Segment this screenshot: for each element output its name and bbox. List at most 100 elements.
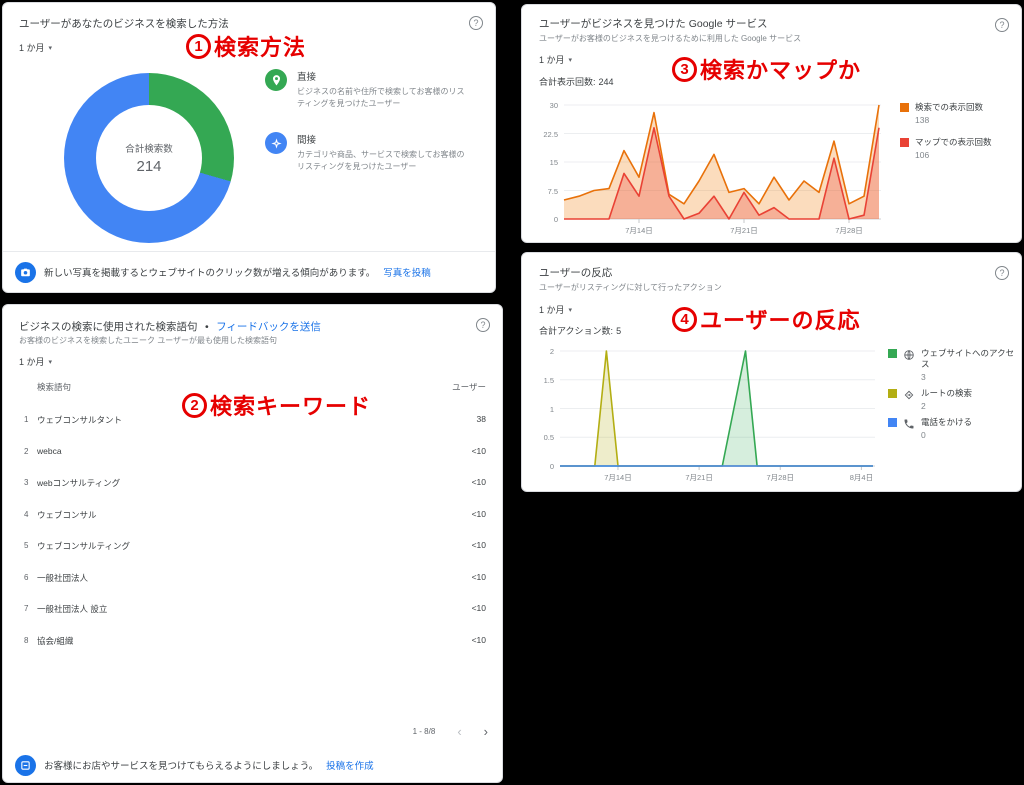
search-terms-table: 1 ウェブコンサルタント 38 2 webca <10 3 webコンサルティング <10 4 ウェ… xyxy=(3,407,502,659)
table-row: 6 一般社団法人 <10 xyxy=(3,565,502,597)
legend-label: ルートの検索 xyxy=(921,388,973,398)
x-axis-tick-label: 7月28日 xyxy=(766,473,794,482)
period-dropdown[interactable]: 1 か月 ▾ xyxy=(539,303,572,316)
row-rank: 5 xyxy=(24,541,29,550)
row-users: <10 xyxy=(471,603,486,613)
card-subtitle: ユーザーがお客様のビジネスを見つけるために利用した Google サービス xyxy=(539,34,802,43)
annotation-number: 1 xyxy=(186,33,211,59)
row-users: <10 xyxy=(471,445,486,456)
row-rank: 3 xyxy=(24,478,29,487)
help-icon[interactable]: ? xyxy=(476,318,490,332)
total-impressions: 合計表示回数: 244 xyxy=(539,77,614,87)
row-term: ウェブコンサルティング xyxy=(37,541,130,551)
legend-label: 間接 xyxy=(297,135,317,146)
column-header-term: 検索語句 xyxy=(37,382,72,392)
period-value: 1 か月 xyxy=(539,305,565,315)
legend-item-indirect: 間接 カテゴリや商品、サービスで検索してお客様のリスティングを見つけたユーザー xyxy=(265,132,469,173)
card-subtitle: ユーザーがリスティングに対して行ったアクション xyxy=(539,283,722,292)
legend-desc: カテゴリや商品、サービスで検索してお客様のリスティングを見つけたユーザー xyxy=(297,150,465,171)
row-term: 協会/組織 xyxy=(37,635,74,646)
annotation-label: 検索かマップか xyxy=(700,58,862,83)
row-users: <10 xyxy=(471,477,486,487)
y-axis-tick-label: 2 xyxy=(549,347,554,356)
y-axis-tick-label: 0 xyxy=(553,215,558,224)
help-icon[interactable]: ? xyxy=(469,16,483,30)
card-footer: お客様にお店やサービスを見つけてもらえるようにしましょう。 投稿を作成 xyxy=(3,748,502,782)
legend-label: マップでの表示回数 xyxy=(915,137,992,147)
chevron-down-icon: ▾ xyxy=(48,358,53,366)
period-value: 1 か月 xyxy=(19,357,45,367)
annotation-number: 3 xyxy=(672,56,697,82)
legend-value: 138 xyxy=(915,115,930,125)
legend-label: 検索での表示回数 xyxy=(915,102,984,112)
page-range-label: 1 - 8/8 xyxy=(412,727,436,736)
x-axis-tick-label: 7月21日 xyxy=(685,473,713,482)
table-row: 4 ウェブコンサル <10 xyxy=(3,502,502,534)
period-dropdown[interactable]: 1 か月 ▾ xyxy=(19,41,52,54)
x-axis-tick-label: 7月28日 xyxy=(835,226,863,235)
annotation-search-keywords: 2 検索キーワード xyxy=(182,389,371,421)
row-users: <10 xyxy=(471,508,486,519)
donut-center-label: 合計検索数 xyxy=(125,144,173,155)
annotation-search-method: 1 検索方法 xyxy=(186,30,306,62)
card-search-terms: ビジネスの検索に使用された検索語句 • フィードバックを送信 ? お客様のビジネ… xyxy=(2,304,503,783)
camera-icon xyxy=(15,261,36,283)
title-separator: • xyxy=(204,321,209,333)
row-term: ウェブコンサル xyxy=(37,509,97,520)
y-axis-tick-label: 0.5 xyxy=(543,433,554,443)
impressions-area-chart: 0 7.5 15 22.5 30 7月14日 7月21日 7月28日 xyxy=(543,101,881,235)
row-term: 一般社団法人 設立 xyxy=(37,604,108,614)
legend-item-routes: ルートの検索 2 xyxy=(888,388,1017,411)
help-icon[interactable]: ? xyxy=(995,18,1009,32)
legend-value: 106 xyxy=(915,150,930,160)
row-rank: 4 xyxy=(24,509,29,519)
legend-label: 電話をかける xyxy=(921,417,973,427)
x-axis-tick-label: 7月14日 xyxy=(625,226,653,235)
legend-item-direct: 直接 ビジネスの名前や住所で検索してお客様のリスティングを見つけたユーザー xyxy=(265,69,469,110)
send-feedback-link[interactable]: フィードバックを送信 xyxy=(216,321,321,333)
period-value: 1 か月 xyxy=(19,43,45,53)
help-icon[interactable]: ? xyxy=(995,266,1009,280)
row-rank: 8 xyxy=(24,635,29,645)
annotation-user-reaction: 4 ユーザーの反応 xyxy=(672,303,861,335)
card-search-methods: ユーザーがあなたのビジネスを検索した方法 ? 1 か月 ▾ 合計検索数 214 … xyxy=(2,2,496,293)
x-axis-tick-label: 7月21日 xyxy=(730,226,758,235)
legend-item-search: 検索での表示回数 138 xyxy=(900,102,992,125)
row-rank: 2 xyxy=(24,446,29,456)
table-row: 8 協会/組織 <10 xyxy=(3,628,502,660)
period-value: 1 か月 xyxy=(539,55,565,65)
card-title: ユーザーがビジネスを見つけた Google サービス xyxy=(539,18,768,30)
chevron-down-icon: ▾ xyxy=(568,56,573,64)
card-user-actions: ユーザーの反応 ? ユーザーがリスティングに対して行ったアクション 1 か月 ▾… xyxy=(521,252,1022,492)
discover-compass-icon xyxy=(265,132,287,154)
legend-label: ウェブサイトへのアクセス xyxy=(921,348,1015,369)
footer-text: お客様にお店やサービスを見つけてもらえるようにしましょう。 xyxy=(44,761,319,772)
legend-swatch-blue xyxy=(888,418,897,427)
create-post-link[interactable]: 投稿を作成 xyxy=(326,761,374,772)
annotation-label: 検索方法 xyxy=(214,35,307,60)
period-dropdown[interactable]: 1 か月 ▾ xyxy=(19,355,52,368)
table-row: 5 ウェブコンサルティング <10 xyxy=(3,533,502,565)
card-google-services: ユーザーがビジネスを見つけた Google サービス ? ユーザーがお客様のビジ… xyxy=(521,4,1022,243)
footer-text: 新しい写真を掲載するとウェブサイトのクリック数が増える傾向があります。 xyxy=(44,268,376,279)
legend-swatch-olive xyxy=(888,389,897,398)
row-users: <10 xyxy=(471,634,486,645)
legend-value: 2 xyxy=(921,401,926,411)
prev-page-icon[interactable]: ‹ xyxy=(457,724,462,739)
legend-value: 0 xyxy=(921,430,926,440)
post-photo-link[interactable]: 写真を投稿 xyxy=(383,268,431,279)
next-page-icon[interactable]: › xyxy=(483,724,488,739)
row-rank: 7 xyxy=(24,604,29,613)
table-row: 1 ウェブコンサルタント 38 xyxy=(3,407,502,439)
period-dropdown[interactable]: 1 か月 ▾ xyxy=(539,53,572,66)
x-axis-tick-label: 7月14日 xyxy=(604,473,632,482)
y-axis-tick-label: 7.5 xyxy=(547,186,558,196)
annotation-number: 2 xyxy=(182,392,207,418)
card-title: ユーザーがあなたのビジネスを検索した方法 xyxy=(19,18,229,30)
total-actions: 合計アクション数: 5 xyxy=(539,326,622,336)
row-term: 一般社団法人 xyxy=(37,572,89,583)
row-term: webca xyxy=(37,445,62,456)
x-axis-tick-label: 8月4日 xyxy=(849,473,874,482)
row-users: 38 xyxy=(476,414,486,424)
donut-legend: 直接 ビジネスの名前や住所で検索してお客様のリスティングを見つけたユーザー 間接… xyxy=(265,69,469,173)
